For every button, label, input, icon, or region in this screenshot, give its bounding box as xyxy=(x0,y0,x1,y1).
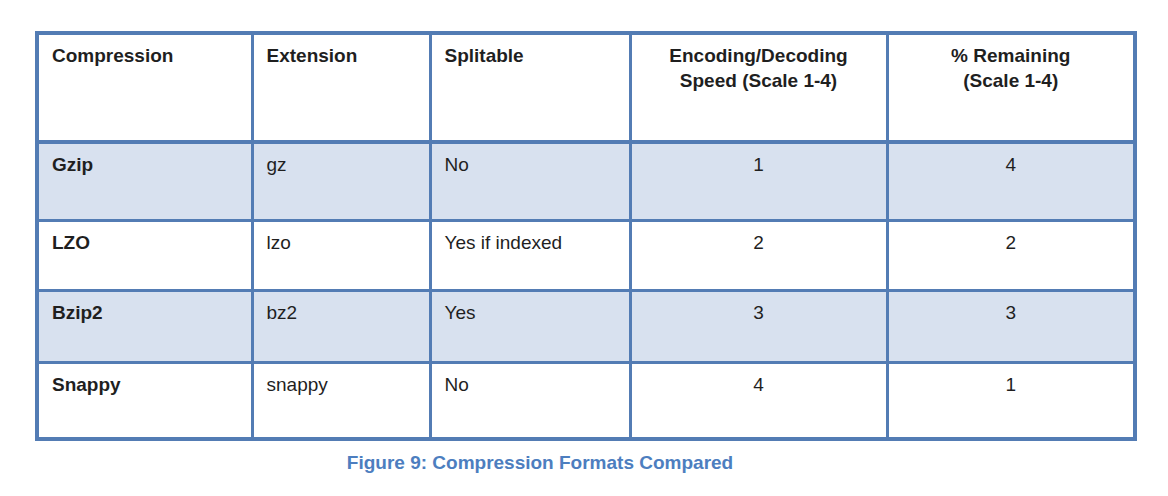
cell-extension: snappy xyxy=(252,362,430,439)
cell-compression: Bzip2 xyxy=(37,290,252,362)
cell-splitable: No xyxy=(430,362,630,439)
cell-remaining: 3 xyxy=(887,290,1135,362)
table-row-gzip: Gzip gz No 1 4 xyxy=(37,142,1135,220)
table-container: Compression Extension Splitable Encoding… xyxy=(35,31,1137,441)
cell-speed: 2 xyxy=(630,220,887,290)
header-label: % Remaining xyxy=(902,44,1121,69)
figure-caption: Figure 9: Compression Formats Compared xyxy=(0,452,1168,474)
table-row-snappy: Snappy snappy No 4 1 xyxy=(37,362,1135,439)
cell-extension: lzo xyxy=(252,220,430,290)
header-cell-compression: Compression xyxy=(37,33,252,142)
header-cell-speed: Encoding/DecodingSpeed (Scale 1-4) xyxy=(630,33,887,142)
cell-splitable: Yes if indexed xyxy=(430,220,630,290)
compression-formats-table: Compression Extension Splitable Encoding… xyxy=(35,31,1137,441)
cell-remaining: 2 xyxy=(887,220,1135,290)
header-label: Compression xyxy=(52,44,238,69)
header-label: Encoding/Decoding xyxy=(645,44,873,69)
document-page: Compression Extension Splitable Encoding… xyxy=(0,0,1168,496)
header-cell-splitable: Splitable xyxy=(430,33,630,142)
cell-extension: bz2 xyxy=(252,290,430,362)
cell-remaining: 1 xyxy=(887,362,1135,439)
table-row-lzo: LZO lzo Yes if indexed 2 2 xyxy=(37,220,1135,290)
table-row-bzip2: Bzip2 bz2 Yes 3 3 xyxy=(37,290,1135,362)
cell-splitable: Yes xyxy=(430,290,630,362)
header-cell-extension: Extension xyxy=(252,33,430,142)
header-label: Extension xyxy=(267,44,416,69)
header-label: Splitable xyxy=(445,44,616,69)
cell-splitable: No xyxy=(430,142,630,220)
cell-speed: 1 xyxy=(630,142,887,220)
cell-extension: gz xyxy=(252,142,430,220)
header-row: Compression Extension Splitable Encoding… xyxy=(37,33,1135,142)
cell-speed: 4 xyxy=(630,362,887,439)
header-cell-remaining: % Remaining(Scale 1-4) xyxy=(887,33,1135,142)
cell-compression: Gzip xyxy=(37,142,252,220)
cell-compression: Snappy xyxy=(37,362,252,439)
cell-speed: 3 xyxy=(630,290,887,362)
cell-compression: LZO xyxy=(37,220,252,290)
cell-remaining: 4 xyxy=(887,142,1135,220)
